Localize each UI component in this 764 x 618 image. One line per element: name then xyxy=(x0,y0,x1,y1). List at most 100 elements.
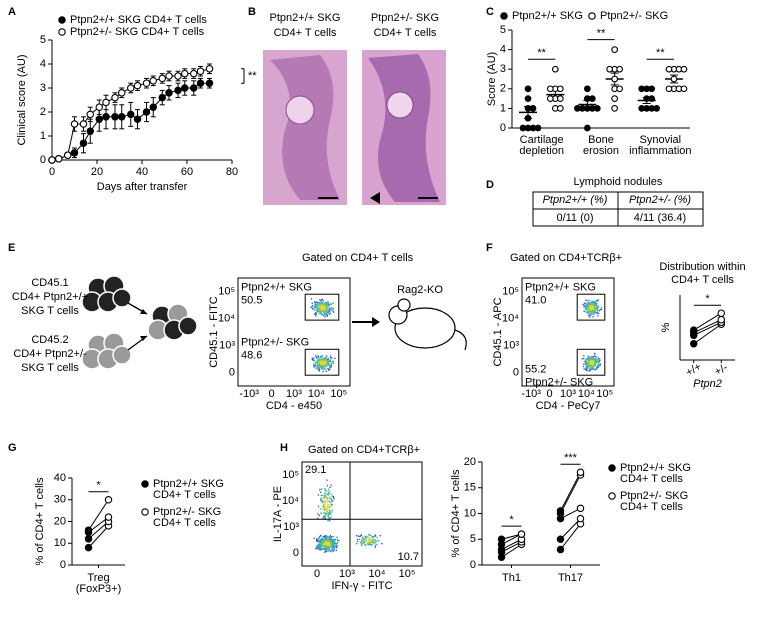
event-dot xyxy=(322,361,324,363)
event-dot xyxy=(587,365,589,367)
event-dot xyxy=(376,536,378,539)
event-dot xyxy=(589,316,591,318)
event-dot xyxy=(597,312,600,314)
y-axis-label: % of CD4+ T cells xyxy=(34,477,46,565)
event-dot xyxy=(594,308,596,311)
event-dot xyxy=(334,545,337,547)
event-dot xyxy=(325,535,328,537)
event-dot xyxy=(315,315,317,317)
event-dot xyxy=(327,306,329,309)
panel-label: F xyxy=(486,242,493,254)
data-point xyxy=(205,65,214,73)
event-dot xyxy=(326,301,328,303)
x-axis-label: Days after transfer xyxy=(97,181,188,193)
event-dot xyxy=(324,506,327,508)
flow-x-tick: -10³ xyxy=(521,388,541,400)
event-dot xyxy=(321,365,323,367)
event-dot xyxy=(585,365,588,367)
event-dot xyxy=(319,360,322,362)
y-tick-label: 3 xyxy=(40,82,46,94)
event-dot xyxy=(329,496,331,498)
event-dot xyxy=(329,510,331,512)
event-dot xyxy=(328,539,331,541)
event-dot xyxy=(313,308,315,310)
event-dot xyxy=(593,363,596,365)
event-dot xyxy=(319,312,322,315)
event-dot xyxy=(313,537,315,539)
flow-x-tick: 0 xyxy=(547,388,553,400)
y-tick-label: 0 xyxy=(500,122,506,134)
event-dot xyxy=(323,506,325,508)
event-dot xyxy=(586,303,588,305)
event-dot xyxy=(328,304,330,307)
flow-y-label: IL-17A - PE xyxy=(272,486,284,542)
event-dot xyxy=(319,498,322,500)
event-dot xyxy=(336,544,338,547)
event-dot xyxy=(333,547,335,549)
event-dot xyxy=(324,363,327,365)
event-dot xyxy=(374,534,376,536)
event-dot xyxy=(322,307,324,309)
table-cell: 4/11 (36.4) xyxy=(634,212,686,224)
legend-label: CD4+ T cells xyxy=(153,517,216,529)
event-dot xyxy=(328,366,331,369)
event-dot xyxy=(589,362,592,364)
event-dot xyxy=(330,543,332,545)
flow-y-label: CD45.1 - APC xyxy=(492,297,504,366)
event-dot xyxy=(317,309,319,311)
event-dot xyxy=(338,539,340,542)
event-dot xyxy=(362,540,365,543)
event-dot xyxy=(585,311,587,313)
event-dot xyxy=(327,302,329,304)
event-dot xyxy=(318,360,321,362)
event-dot xyxy=(336,542,339,544)
event-dot xyxy=(321,548,323,550)
event-dot xyxy=(368,537,371,539)
joint xyxy=(285,95,315,125)
event-dot xyxy=(599,363,601,365)
event-dot xyxy=(322,494,324,496)
event-dot xyxy=(326,541,328,544)
flow-x-tick: 0 xyxy=(314,568,320,580)
event-dot xyxy=(327,311,329,313)
event-dot xyxy=(313,313,316,315)
event-dot xyxy=(373,543,375,545)
event-dot xyxy=(595,356,597,358)
event-dot xyxy=(327,362,330,364)
event-dot xyxy=(316,357,318,360)
event-dot xyxy=(590,301,592,303)
event-dot xyxy=(320,499,322,502)
event-dot xyxy=(586,369,588,372)
event-dot xyxy=(590,363,592,365)
event-dot xyxy=(359,535,361,538)
y-tick-label: 5 xyxy=(500,24,506,36)
event-dot xyxy=(329,520,331,522)
pair-line xyxy=(693,319,722,334)
event-dot xyxy=(330,516,332,518)
event-dot xyxy=(325,548,328,551)
event-dot xyxy=(320,365,322,367)
event-dot xyxy=(331,499,333,501)
event-dot xyxy=(321,310,323,312)
event-dot xyxy=(327,504,329,506)
event-dot xyxy=(370,542,372,544)
event-dot xyxy=(315,303,317,306)
event-dot xyxy=(321,298,323,300)
event-dot xyxy=(322,548,324,551)
event-dot xyxy=(331,511,333,513)
event-dot xyxy=(318,359,321,362)
event-dot xyxy=(322,537,324,539)
event-dot xyxy=(320,312,322,314)
event-dot xyxy=(317,540,320,542)
data-point xyxy=(190,84,198,92)
event-dot xyxy=(323,314,325,316)
event-dot xyxy=(323,305,325,307)
event-dot xyxy=(326,361,329,363)
event-dot xyxy=(328,547,330,549)
event-dot xyxy=(316,539,319,541)
event-dot xyxy=(581,358,583,360)
event-dot xyxy=(317,494,320,496)
event-dot xyxy=(589,358,591,360)
event-dot xyxy=(325,357,327,359)
event-dot xyxy=(326,315,329,317)
